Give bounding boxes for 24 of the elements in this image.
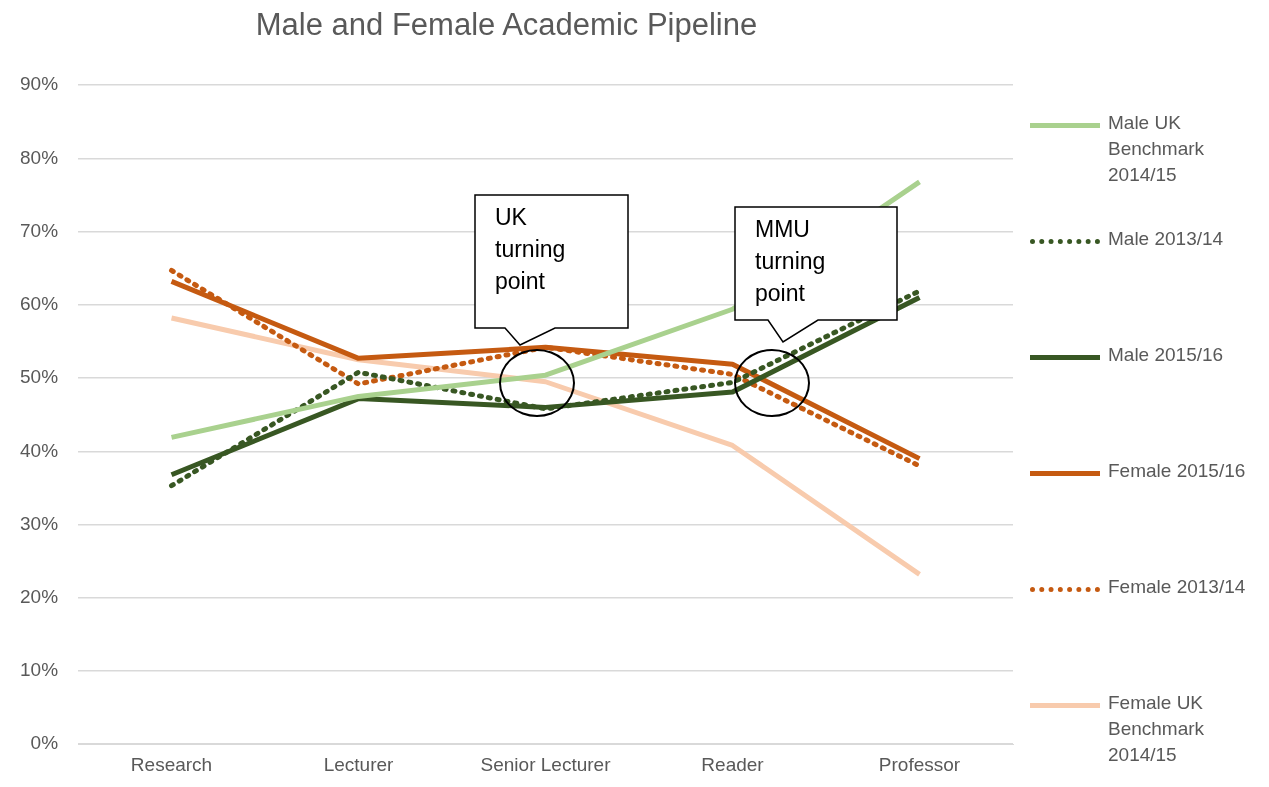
x-tick-label: Senior Lecturer — [480, 753, 612, 775]
y-tick-label: 0% — [30, 732, 59, 754]
y-tick-label: 30% — [20, 512, 59, 534]
x-tick-label: Reader — [701, 753, 765, 775]
annotation: MMU turning point — [755, 215, 826, 306]
y-tick-label: 90% — [20, 73, 59, 95]
annotation: UK turning point — [495, 203, 566, 294]
y-tick-label: 80% — [20, 146, 59, 168]
chart-title: Male and Female Academic Pipeline — [255, 7, 758, 43]
y-tick-label: 10% — [20, 659, 59, 681]
x-tick-label: Lecturer — [323, 753, 395, 775]
legend-label: Male UK Benchmark 2014/15 — [1108, 111, 1206, 187]
y-tick-label: 20% — [20, 585, 59, 607]
y-tick-label: 50% — [20, 366, 59, 388]
x-tick-label: Professor — [878, 753, 961, 775]
y-tick-label: 60% — [20, 293, 59, 315]
legend-label: Male 2015/16 — [1108, 343, 1225, 367]
y-tick-label: 40% — [20, 439, 59, 461]
legend-label: Female 2013/14 — [1108, 575, 1247, 599]
x-tick-label: Research — [130, 753, 213, 775]
legend-label: Female 2015/16 — [1108, 459, 1247, 483]
legend-label: Male 2013/14 — [1108, 227, 1225, 251]
legend-label: Female UK Benchmark 2014/15 — [1108, 691, 1206, 767]
y-tick-label: 70% — [20, 219, 59, 241]
